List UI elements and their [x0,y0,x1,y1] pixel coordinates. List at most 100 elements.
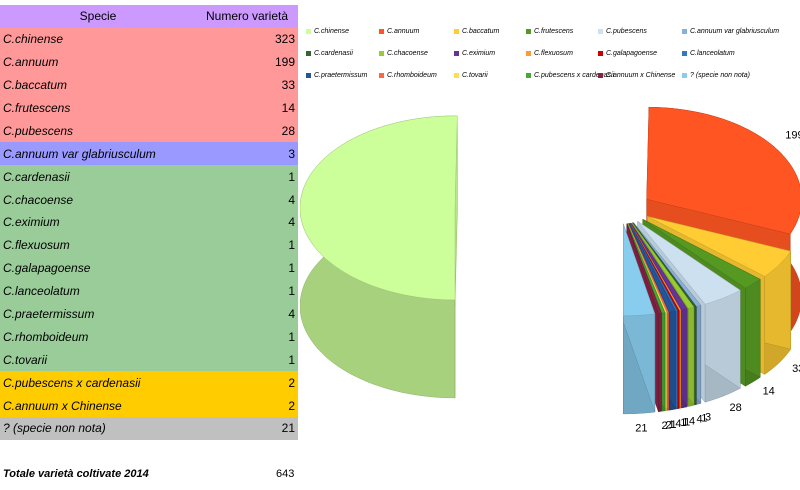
legend-entry: C.pubescens [598,26,647,38]
slice-top [629,223,680,311]
legend-label: C.chinense [314,28,350,35]
table-row: C.annuum var glabriusculum 3 [0,142,298,166]
table-row: C.chacoense 4 [0,188,298,212]
data-label: 14 [763,386,775,398]
legend-label: C.eximium [462,50,496,57]
legend-swatch [598,50,603,56]
table-row: C.tovarii 1 [0,348,298,372]
species-name-cell: C.rhomboideum [3,329,89,344]
total-label: Totale varietà coltivate 2014 [3,468,149,480]
legend-swatch [526,50,531,56]
data-label: 1 [680,417,686,429]
legend-entry: C.pubescens x cardenasii [526,70,614,82]
species-name-cell: C.praetermissum [3,307,95,322]
table-row: C.annuum 199 [0,50,298,74]
slice-top [630,222,688,311]
table-row: C.lanceolatum 1 [0,279,298,303]
legend-label: C.flexuosum [534,50,573,57]
variety-count-cell: 1 [288,284,295,299]
slice-top [633,222,702,307]
data-label: 1 [668,419,674,431]
data-label: 4 [675,418,681,430]
data-label: 3 [705,411,711,423]
legend-label: C.chacoense [387,50,428,57]
table-row: C.rhomboideum 1 [0,325,298,349]
legend-swatch [682,72,687,78]
slice-top [632,222,697,308]
species-name-cell: C.cardenasii [3,169,70,184]
data-label: 1 [682,417,688,429]
variety-count-cell: 1 [288,261,295,276]
pie-chart: 32319933142831441114112221 [300,106,800,434]
variety-count-cell: 3 [288,146,295,161]
slice-top [631,222,695,309]
legend-entry: C.tovarii [454,70,488,82]
species-name-cell: C.chinense [3,32,64,47]
legend-label: C.annuum x Chinense [606,72,676,79]
variety-count-cell: 33 [281,78,295,93]
variety-count-cell: 2 [288,398,295,413]
species-name-cell: C.baccatum [3,78,68,93]
variety-count-cell: 4 [288,215,295,230]
slice-top [627,223,666,314]
legend-swatch [454,50,459,56]
legend-entry: C.eximium [454,48,495,60]
legend-entry: C.chinense [306,26,349,38]
legend-entry: C.chacoense [379,48,428,60]
legend-label: C.galapagoense [606,50,657,57]
variety-count-cell: 1 [288,169,295,184]
legend-label: C.cardenasii [314,50,353,57]
legend-entry: C.annuum x Chinense [598,70,675,82]
species-name-cell: C.pubescens [3,123,74,138]
slice-top [623,223,656,317]
legend-swatch [379,72,384,78]
chart-legend: C.chinense C.annuum C.baccatum C.frutescens… [306,26,800,90]
legend-swatch [306,28,311,34]
legend-entry: C.flexuosum [526,48,573,60]
legend-entry: ? (specie non nota) [682,70,750,82]
legend-swatch [682,50,687,56]
variety-count-cell: 21 [281,421,295,436]
legend-swatch [682,28,687,34]
species-name-cell: ? (specie non nota) [3,421,106,436]
legend-swatch [454,72,459,78]
legend-swatch [598,72,603,78]
variety-count-cell: 1 [288,238,295,253]
species-name-cell: C.lanceolatum [3,284,80,299]
table-row: ? (specie non nota) 21 [0,417,298,440]
legend-swatch [526,28,531,34]
total-value: 643 [276,468,295,480]
legend-label: C.pubescens [606,28,647,35]
legend-label: C.tovarii [462,72,488,79]
variety-count-cell: 323 [274,32,295,47]
legend-label: C.pubescens x cardenasii [534,72,615,79]
table-row: C.annuum x Chinense 2 [0,394,298,418]
legend-entry: C.baccatum [454,26,499,38]
table-row: C.praetermissum 4 [0,302,298,326]
data-label: 1 [701,412,707,424]
data-label: 21 [635,422,647,434]
legend-label: C.praetermissum [314,72,368,79]
legend-label: C.baccatum [462,28,500,35]
slice-top [647,216,792,277]
slice-top [637,221,741,305]
legend-swatch [306,50,311,56]
species-name-cell: C.galapagoense [3,261,91,276]
legend-label: C.frutescens [534,28,574,35]
legend-swatch [379,28,384,34]
legend-entry: C.galapagoense [598,48,657,60]
data-label: 4 [697,414,703,426]
variety-count-cell: 4 [288,307,295,322]
table-row: C.cardenasii 1 [0,165,298,189]
table-row: C.galapagoense 1 [0,256,298,280]
pie-slice [300,115,458,399]
slice-top [629,223,678,312]
species-name-cell: C.annuum [3,55,59,70]
legend-entry: C.lanceolatum [682,48,735,60]
variety-count-cell: 2 [288,375,295,390]
table-row: C.pubescens 28 [0,119,298,143]
slice-top [300,115,458,301]
variety-count-cell: 199 [274,55,295,70]
slice-top [627,223,669,313]
slice-top [642,219,761,289]
